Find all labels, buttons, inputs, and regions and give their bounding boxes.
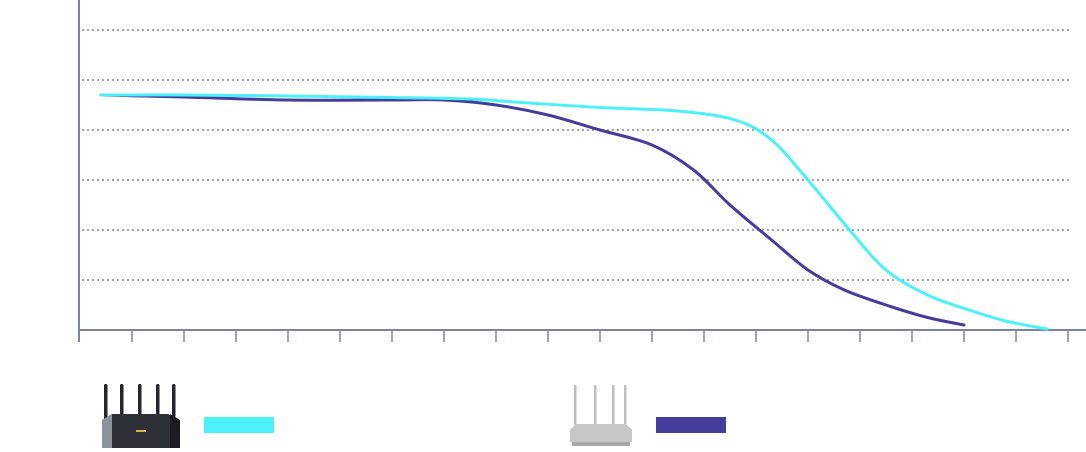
black-router-icon <box>102 384 180 448</box>
series-line-1 <box>99 93 1049 331</box>
legend-item-series-2 <box>566 380 746 450</box>
series-line-2 <box>99 93 966 327</box>
series-lines <box>99 93 1049 331</box>
legend-swatch-purple <box>656 417 726 433</box>
line-chart <box>78 0 1086 342</box>
gridlines <box>82 29 1070 281</box>
white-router-icon <box>570 385 632 446</box>
axes <box>78 0 1086 342</box>
legend-item-series-1 <box>100 380 280 450</box>
legend-swatch-cyan <box>204 417 274 433</box>
